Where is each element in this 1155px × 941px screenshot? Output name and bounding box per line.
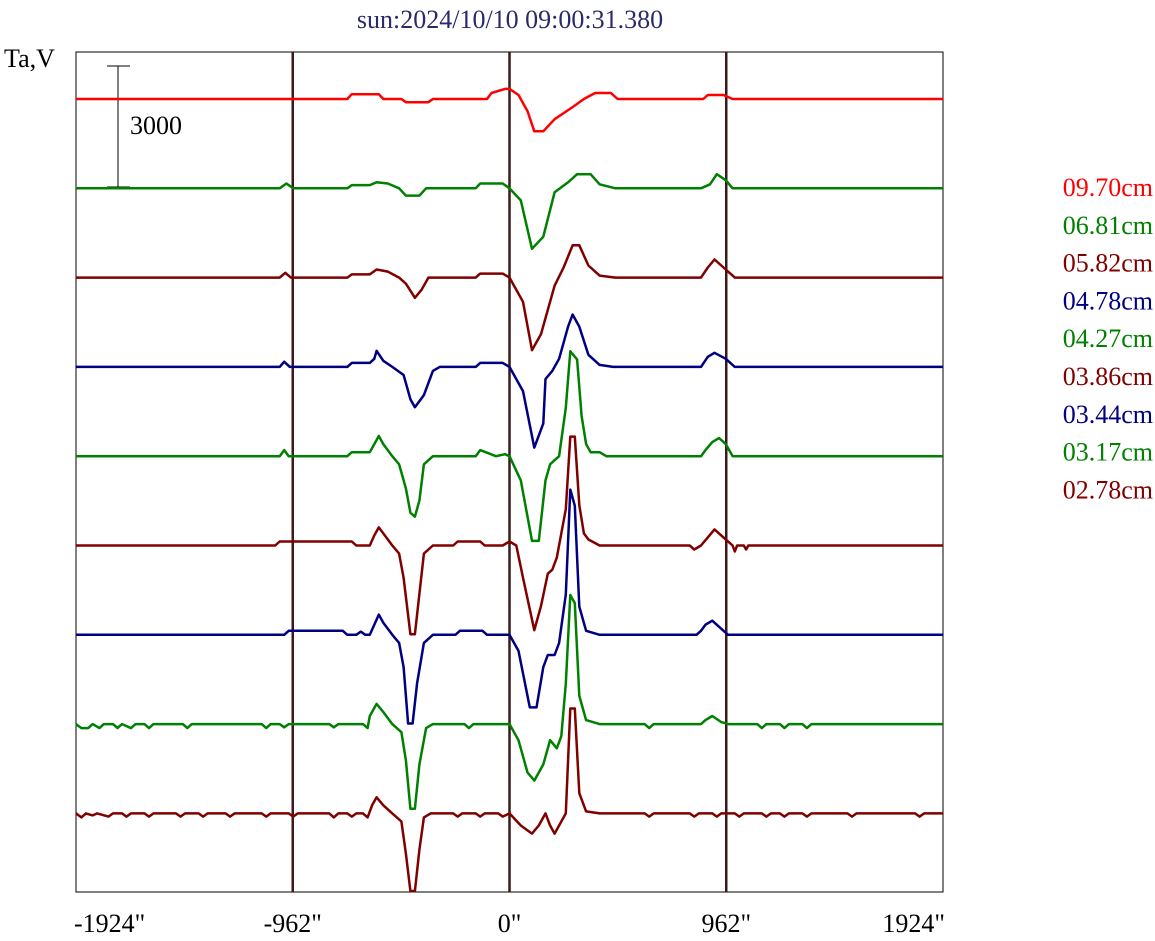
series-line-6 [76, 488, 943, 725]
scale-bar: 3000 [107, 65, 182, 188]
scale-bar-label: 3000 [130, 111, 182, 140]
series-line-5 [76, 435, 943, 636]
legend-entry-5: 03.86cm [1063, 362, 1153, 391]
series-line-3 [76, 313, 943, 449]
legend-entry-6: 03.44cm [1063, 400, 1153, 429]
legend-entry-1: 06.81cm [1063, 211, 1153, 240]
legend-entry-0: 09.70cm [1063, 173, 1153, 202]
y-axis-label: Ta,V [4, 44, 55, 73]
legend-entry-7: 03.17cm [1063, 438, 1153, 467]
x-tick-label-2: 0" [498, 909, 522, 938]
x-tick-label-0: -1924" [74, 909, 145, 938]
legend-entry-4: 04.27cm [1063, 324, 1153, 353]
x-tick-label-4: 1924" [882, 909, 945, 938]
series-line-2 [76, 244, 943, 352]
chart-title: sun:2024/10/10 09:00:31.380 [357, 5, 663, 34]
legend-entry-8: 02.78cm [1063, 475, 1153, 504]
series-line-4 [76, 350, 943, 543]
legend: 09.70cm 06.81cm 05.82cm 04.78cm 04.27cm 03.86… [1063, 173, 1153, 504]
vertical-markers [291, 52, 728, 892]
x-tick-label-3: 962" [701, 909, 751, 938]
series-line-7 [75, 593, 943, 811]
x-tick-labels: -1924" -962" 0" 962" 1924" [74, 909, 945, 938]
series-line-8 [75, 707, 943, 893]
x-tick-label-1: -962" [264, 909, 322, 938]
series-line-0 [76, 87, 943, 133]
legend-entry-2: 05.82cm [1063, 249, 1153, 278]
series-line-1 [76, 172, 943, 251]
series-layer [75, 87, 943, 893]
legend-entry-3: 04.78cm [1063, 286, 1153, 315]
